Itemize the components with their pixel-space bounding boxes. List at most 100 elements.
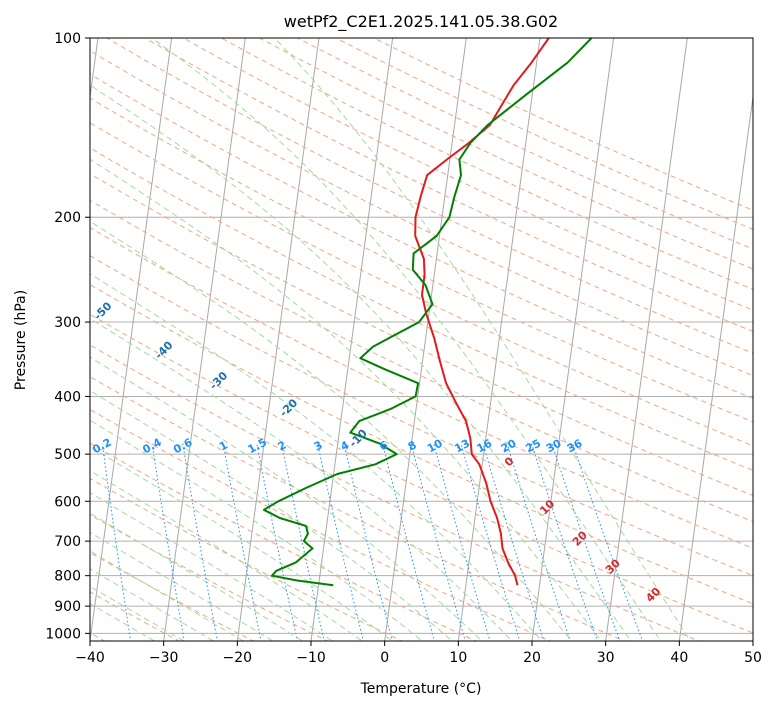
- isotherm-line: [310, 38, 394, 641]
- mixing-ratio-label: 6: [377, 438, 390, 453]
- mixing-ratio-line: [182, 443, 218, 641]
- dry-adiabat-line: [90, 477, 403, 641]
- dry-adiabat-line: [90, 199, 753, 523]
- y-tick-label: 500: [54, 447, 81, 463]
- temperature-profile-line: [414, 38, 550, 586]
- isotherm-line: [90, 38, 173, 641]
- dry-adiabat-line: [90, 344, 701, 641]
- y-tick-label: 800: [54, 569, 81, 585]
- dry-adiabat-line: [90, 173, 753, 497]
- dry-adiabat-line: [259, 38, 753, 270]
- isotherm-line: [752, 637, 753, 641]
- y-tick-label: 300: [54, 315, 81, 331]
- mixing-ratio-label: 0.4: [140, 436, 164, 457]
- mixing-ratio-label: 13: [452, 437, 472, 456]
- mixing-ratio-line: [222, 443, 262, 641]
- dry-adiabat-line: [297, 38, 753, 250]
- y-tick-label: 200: [54, 210, 81, 226]
- dry-adiabat-line: [90, 313, 753, 634]
- mixing-ratio-line: [433, 443, 491, 641]
- moist-adiabat-line: [90, 84, 632, 641]
- dry-adiabat-label: -10: [347, 427, 370, 450]
- moist-adiabat-line: [151, 38, 662, 641]
- isotherm-line: [457, 38, 541, 641]
- moist-adiabat-line: [90, 585, 185, 641]
- dry-adiabat-line: [90, 284, 753, 605]
- moist-adiabat-line: [90, 470, 364, 641]
- dry-adiabat-line: [90, 514, 329, 641]
- plot-frame: [89, 37, 754, 642]
- x-tick-label: 40: [670, 650, 688, 666]
- mixing-ratio-label: 20: [499, 437, 519, 456]
- plot-area: 0.10.20.40.611.52346810131620253036-100-…: [0, 38, 753, 641]
- mixing-ratio-line: [410, 443, 466, 641]
- y-axis-title: Pressure (hPa): [13, 290, 29, 390]
- dry-adiabat-line: [182, 38, 753, 311]
- x-tick-label: 20: [523, 650, 541, 666]
- moist-adiabat-line: [90, 419, 423, 641]
- dry-adiabat-line: [90, 73, 753, 399]
- dry-adiabat-line: [90, 376, 626, 641]
- dry-adiabat-line: [373, 38, 753, 211]
- mixing-ratio-line: [256, 443, 299, 641]
- moist-adiabat-line: [90, 273, 543, 641]
- mixing-ratio-line: [343, 443, 393, 641]
- x-tick-label: 0: [380, 650, 389, 666]
- moist-adiabat-line: [90, 568, 215, 641]
- moist-adiabat-label: 20: [570, 528, 590, 548]
- dry-adiabat-label: -20: [277, 396, 300, 419]
- mixing-ratio-label: 1.5: [246, 436, 269, 457]
- mixing-ratio-line: [460, 443, 521, 641]
- y-tick-label: 100: [54, 31, 81, 47]
- mixing-ratio-label: 8: [406, 438, 419, 453]
- x-tick-label: 10: [449, 650, 467, 666]
- isotherm-line: [236, 38, 320, 641]
- mixing-ratio-line: [101, 443, 132, 641]
- mixing-ratio-line: [551, 443, 621, 641]
- moist-adiabat-line: [274, 38, 691, 641]
- isotherm-line: [384, 38, 467, 641]
- y-tick-label: 700: [54, 534, 81, 550]
- dry-adiabat-label: -60: [46, 253, 69, 276]
- mixing-ratio-line: [281, 443, 325, 641]
- isotherm-line: [531, 38, 615, 641]
- mixing-ratio-line: [317, 443, 364, 641]
- dry-adiabat-line: [90, 97, 753, 423]
- y-axis: 100 200 300 400 500 600 700 800 900 1000: [45, 31, 90, 642]
- mixing-ratio-label: 2: [276, 438, 289, 453]
- x-axis-title: Temperature (°C): [360, 681, 482, 697]
- dry-adiabat-line: [90, 551, 255, 641]
- mixing-ratio-line: [382, 443, 435, 641]
- dry-adiabat-label: -50: [91, 299, 114, 322]
- mixing-ratio-label: 1: [217, 439, 230, 454]
- dry-adiabat-label: -40: [152, 338, 175, 361]
- y-tick-label: 600: [54, 494, 81, 510]
- isotherm-line: [605, 38, 688, 641]
- mixing-ratio-label: 10: [425, 437, 445, 456]
- y-tick-label: 900: [54, 599, 81, 615]
- moist-adiabat-line: [90, 512, 304, 641]
- x-tick-label: −30: [149, 650, 179, 666]
- isotherm-line: [163, 38, 246, 641]
- dry-adiabat-line: [90, 122, 753, 447]
- dry-adiabat-line: [106, 38, 753, 354]
- moist-adiabat-line: [90, 390, 453, 641]
- x-tick-label: 30: [597, 650, 615, 666]
- dewpoint-profile-line: [262, 38, 593, 587]
- mixing-ratio-line: [151, 443, 185, 641]
- adiabat-layer: [90, 38, 753, 641]
- dry-adiabat-label: -30: [207, 369, 230, 392]
- dry-adiabat-line: [90, 147, 753, 471]
- x-tick-label: −20: [223, 650, 253, 666]
- dry-adiabat-line: [221, 38, 753, 290]
- dry-adiabat-line: [144, 38, 753, 332]
- mixing-ratio-line: [531, 443, 598, 641]
- x-axis: −40 −30 −20 −10 0 10 20 30 40 50: [75, 641, 762, 666]
- moist-adiabat-line: [90, 446, 393, 641]
- x-tick-label: −40: [75, 650, 105, 666]
- dry-adiabat-line: [90, 442, 478, 641]
- dry-adiabat-line: [90, 226, 753, 549]
- moist-adiabat-line: [90, 158, 602, 641]
- dry-adiabat-label: -70: [0, 204, 2, 227]
